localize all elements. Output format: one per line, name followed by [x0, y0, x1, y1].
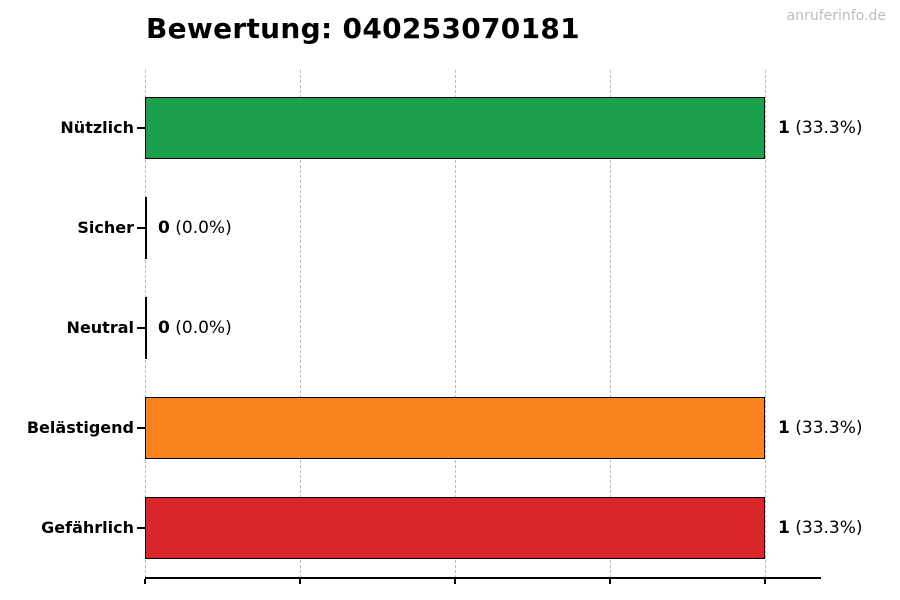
value-percent: (33.3%): [795, 418, 863, 438]
x-axis-tick: [144, 579, 146, 584]
category-label: Neutral: [66, 318, 134, 337]
category-label: Belästigend: [26, 418, 134, 437]
bar-1: [145, 197, 147, 259]
y-axis-tick: [137, 227, 145, 229]
y-axis-tick: [137, 527, 145, 529]
value-percent: (33.3%): [795, 118, 863, 138]
category-label: Nützlich: [60, 118, 134, 137]
watermark: anruferinfo.de: [786, 8, 886, 24]
x-axis-tick: [764, 579, 766, 584]
value-label: 0 (0.0%): [158, 316, 232, 340]
bar-2: [145, 297, 147, 359]
bar-0: [145, 97, 765, 159]
value-number: 1: [778, 418, 790, 438]
gridline: [610, 70, 611, 578]
bar-4: [145, 497, 765, 559]
x-axis-tick: [299, 579, 301, 584]
x-axis-line: [145, 577, 821, 579]
value-number: 1: [778, 518, 790, 538]
y-axis-tick: [137, 327, 145, 329]
value-number: 0: [158, 218, 170, 238]
value-number: 0: [158, 318, 170, 338]
gridline: [300, 70, 301, 578]
y-axis-tick: [137, 127, 145, 129]
gridline: [455, 70, 456, 578]
category-label: Gefährlich: [41, 518, 134, 537]
value-percent: (33.3%): [795, 518, 863, 538]
x-axis-tick: [454, 579, 456, 584]
y-axis-tick: [137, 427, 145, 429]
value-percent: (0.0%): [175, 318, 232, 338]
value-label: 1 (33.3%): [778, 516, 863, 540]
value-percent: (0.0%): [175, 218, 232, 238]
gridline: [765, 70, 766, 578]
value-label: 0 (0.0%): [158, 216, 232, 240]
value-number: 1: [778, 118, 790, 138]
x-axis-tick: [609, 579, 611, 584]
value-label: 1 (33.3%): [778, 416, 863, 440]
value-label: 1 (33.3%): [778, 116, 863, 140]
category-label: Sicher: [77, 218, 134, 237]
chart-title: Bewertung: 040253070181: [146, 12, 580, 45]
bar-3: [145, 397, 765, 459]
